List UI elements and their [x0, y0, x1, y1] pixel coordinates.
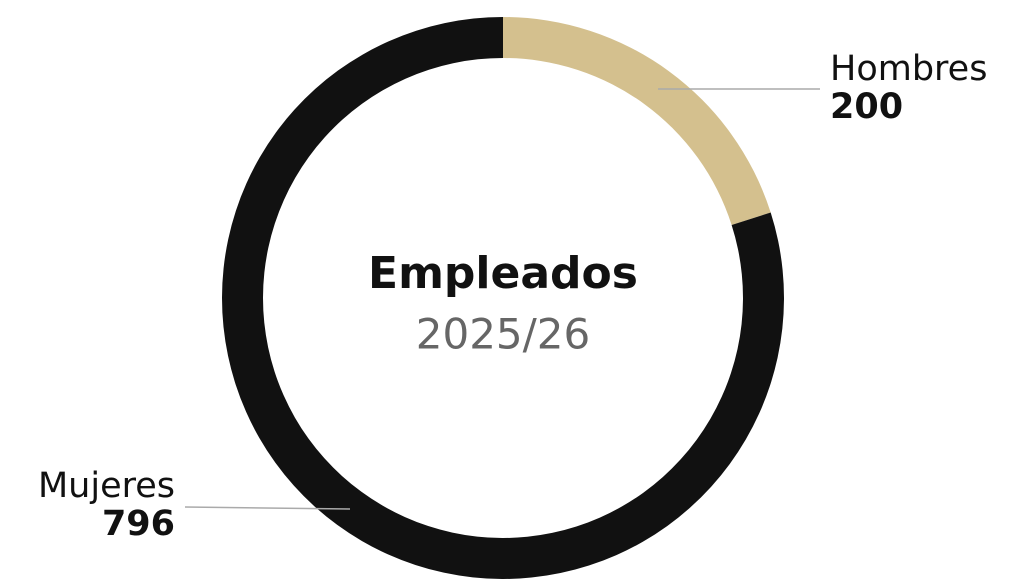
leader-line	[184, 506, 351, 510]
center-subtitle: 2025/26	[416, 310, 590, 359]
legend-label: Mujeres	[38, 466, 175, 506]
legend-label: Hombres	[830, 49, 987, 89]
donut-segment	[503, 17, 771, 225]
value-label: 200	[830, 87, 903, 127]
center-title: Empleados	[368, 248, 638, 299]
value-label: 796	[102, 504, 175, 544]
